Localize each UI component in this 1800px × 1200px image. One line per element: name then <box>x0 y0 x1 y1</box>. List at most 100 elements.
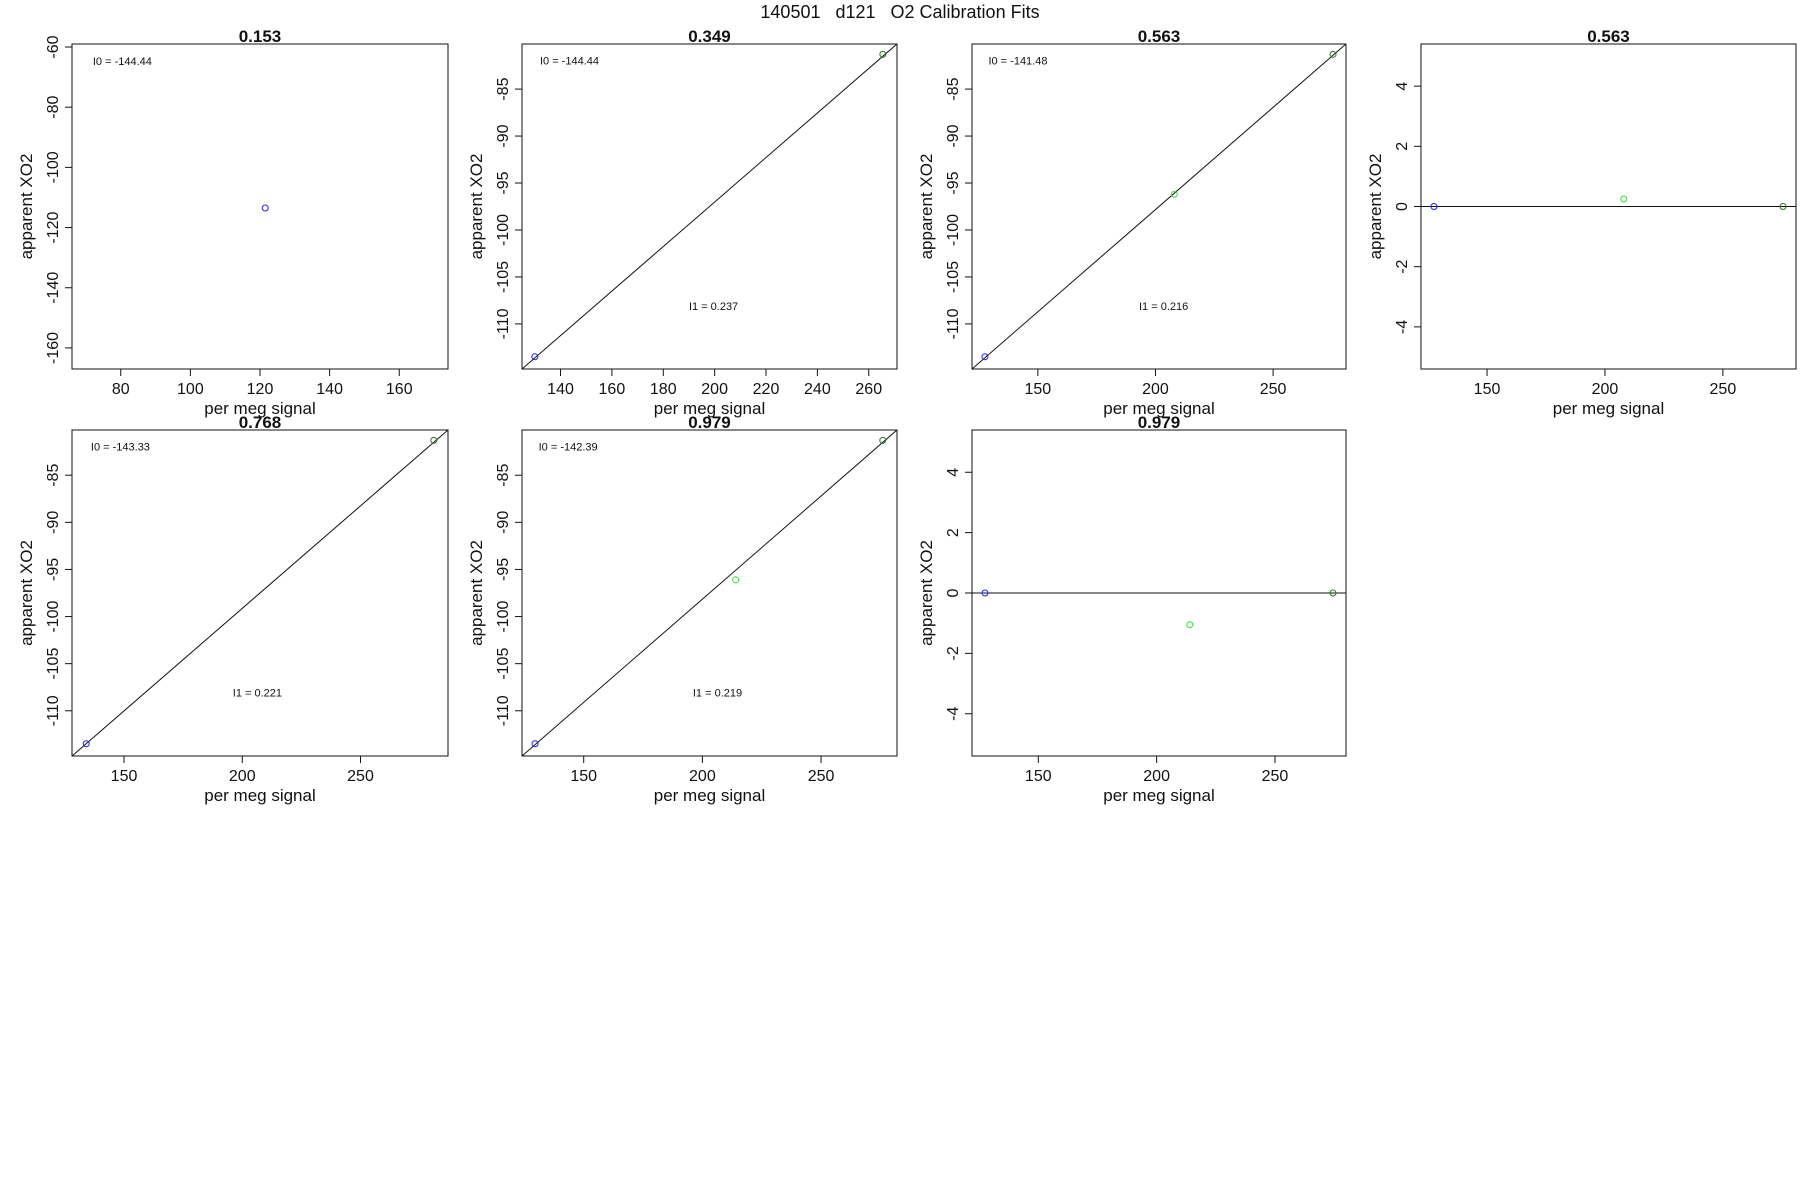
y-tick-label: 4 <box>945 468 962 477</box>
fit-line <box>522 44 897 369</box>
y-tick-label: -110 <box>45 695 62 726</box>
data-point <box>1329 50 1337 58</box>
y-tick-label: 2 <box>1394 142 1411 151</box>
y-tick-label: -90 <box>495 511 512 534</box>
coefficient-annotation: I1 = 0.237 <box>689 301 738 313</box>
fit-line <box>72 430 448 756</box>
y-tick-label: -160 <box>45 332 62 364</box>
x-tick-label: 200 <box>1592 381 1619 398</box>
y-tick-label: -95 <box>495 558 512 581</box>
y-tick-label: -2 <box>945 646 962 660</box>
y-tick-label: -110 <box>945 308 962 339</box>
chart-title: 0.768 <box>239 413 282 432</box>
data-point <box>1620 195 1628 203</box>
y-tick-label: -100 <box>495 214 512 246</box>
y-tick-label: -105 <box>495 648 512 680</box>
data-point <box>981 589 989 597</box>
y-tick-label: -140 <box>45 272 62 304</box>
x-axis-label: per meg signal <box>204 786 316 805</box>
chart-panel-6: 0.979 150 200 250 -110 -105 -100 -95 -90 -85 per m… <box>467 413 898 805</box>
data-point <box>732 576 740 584</box>
y-tick-label: 0 <box>945 588 962 597</box>
y-tick-label: 4 <box>1394 82 1411 91</box>
y-axis-label: apparent XO2 <box>467 540 486 646</box>
y-axis-label: apparent XO2 <box>467 154 486 260</box>
plot-frame <box>71 43 449 370</box>
data-point <box>531 740 539 748</box>
y-tick-label: -105 <box>45 648 62 680</box>
x-tick-label: 240 <box>804 381 831 398</box>
data-point <box>82 740 90 748</box>
y-tick-label: -4 <box>945 707 962 721</box>
x-tick-label: 150 <box>111 768 138 785</box>
data-point <box>981 353 989 361</box>
data-point <box>531 353 539 361</box>
x-tick-label: 200 <box>689 768 716 785</box>
x-axis-label: per meg signal <box>1103 399 1215 418</box>
chart-title: 0.563 <box>1587 27 1630 46</box>
x-tick-label: 220 <box>753 381 780 398</box>
data-point <box>1430 203 1438 210</box>
x-axis-label: per meg signal <box>1103 786 1215 805</box>
x-tick-label: 120 <box>247 381 274 398</box>
x-tick-label: 80 <box>112 381 130 398</box>
coefficient-annotation: I0 = -141.48 <box>988 56 1047 68</box>
coefficient-annotation: I0 = -142.39 <box>539 442 598 454</box>
y-tick-label: -110 <box>495 695 512 726</box>
coefficient-annotation: I0 = -143.33 <box>91 442 150 454</box>
data-point <box>1170 190 1178 198</box>
x-axis-label: per meg signal <box>654 399 766 418</box>
chart-panel-7: 0.979 150 200 250 -4 -2 0 2 4 per meg signal appar… <box>917 413 1347 805</box>
x-tick-label: 150 <box>1025 381 1052 398</box>
y-tick-label: -105 <box>945 261 962 293</box>
chart-title: 0.979 <box>1138 413 1181 432</box>
x-tick-label: 200 <box>1142 381 1169 398</box>
coefficient-annotation: I1 = 0.216 <box>1139 301 1188 313</box>
y-axis-label: apparent XO2 <box>917 154 936 260</box>
data-point <box>1779 203 1787 210</box>
y-tick-label: -95 <box>495 171 512 194</box>
y-tick-label: -90 <box>945 124 962 147</box>
data-point <box>1329 589 1337 597</box>
x-tick-label: 250 <box>1260 381 1287 398</box>
y-tick-label: -85 <box>495 77 512 100</box>
x-tick-label: 180 <box>650 381 677 398</box>
x-tick-label: 250 <box>1710 381 1737 398</box>
chart-title: 0.563 <box>1138 27 1181 46</box>
chart-panel-3: 0.563 150 200 250 -110 -105 -100 -95 -90 -85 per m… <box>917 27 1347 418</box>
y-tick-label: -80 <box>45 96 62 119</box>
chart-panel-4: 0.563 150 200 250 -4 -2 0 2 4 per meg signal appar… <box>1366 27 1797 418</box>
x-tick-label: 160 <box>599 381 626 398</box>
y-tick-label: 0 <box>1394 202 1411 211</box>
y-tick-label: -100 <box>45 600 62 632</box>
coefficient-annotation: I0 = -144.44 <box>540 56 599 68</box>
x-tick-label: 160 <box>386 381 413 398</box>
y-tick-label: -120 <box>45 211 62 243</box>
chart-panel-1: 0.153 80 100 120 140 160 -160 -140 -120 -100 -80 -6… <box>17 27 449 418</box>
x-tick-label: 200 <box>701 381 728 398</box>
fit-line <box>522 430 897 756</box>
chart-title: 0.153 <box>239 27 282 46</box>
x-tick-label: 140 <box>547 381 574 398</box>
x-tick-label: 250 <box>347 768 374 785</box>
y-tick-label: -90 <box>495 124 512 147</box>
y-tick-label: -95 <box>45 558 62 581</box>
chart-title: 0.349 <box>688 27 731 46</box>
x-tick-label: 250 <box>1262 768 1289 785</box>
data-point <box>879 50 887 58</box>
coefficient-annotation: I0 = -144.44 <box>93 56 152 68</box>
x-tick-label: 100 <box>177 381 204 398</box>
chart-panel-2: 0.349 140 160 180 200 220 240 260 -110 -105 -100 -9… <box>467 27 898 418</box>
y-tick-label: -4 <box>1394 320 1411 334</box>
y-tick-label: -100 <box>45 151 62 183</box>
coefficient-annotation: I1 = 0.219 <box>693 688 742 700</box>
fit-line <box>972 44 1346 369</box>
y-tick-label: 2 <box>945 528 962 537</box>
data-point <box>261 204 269 212</box>
chart-panel-5: 0.768 150 200 250 -110 -105 -100 -95 -90 -85 per m… <box>17 413 449 805</box>
x-tick-label: 260 <box>855 381 882 398</box>
y-tick-label: -90 <box>45 511 62 534</box>
data-point <box>430 436 438 444</box>
y-axis-label: apparent XO2 <box>917 540 936 646</box>
